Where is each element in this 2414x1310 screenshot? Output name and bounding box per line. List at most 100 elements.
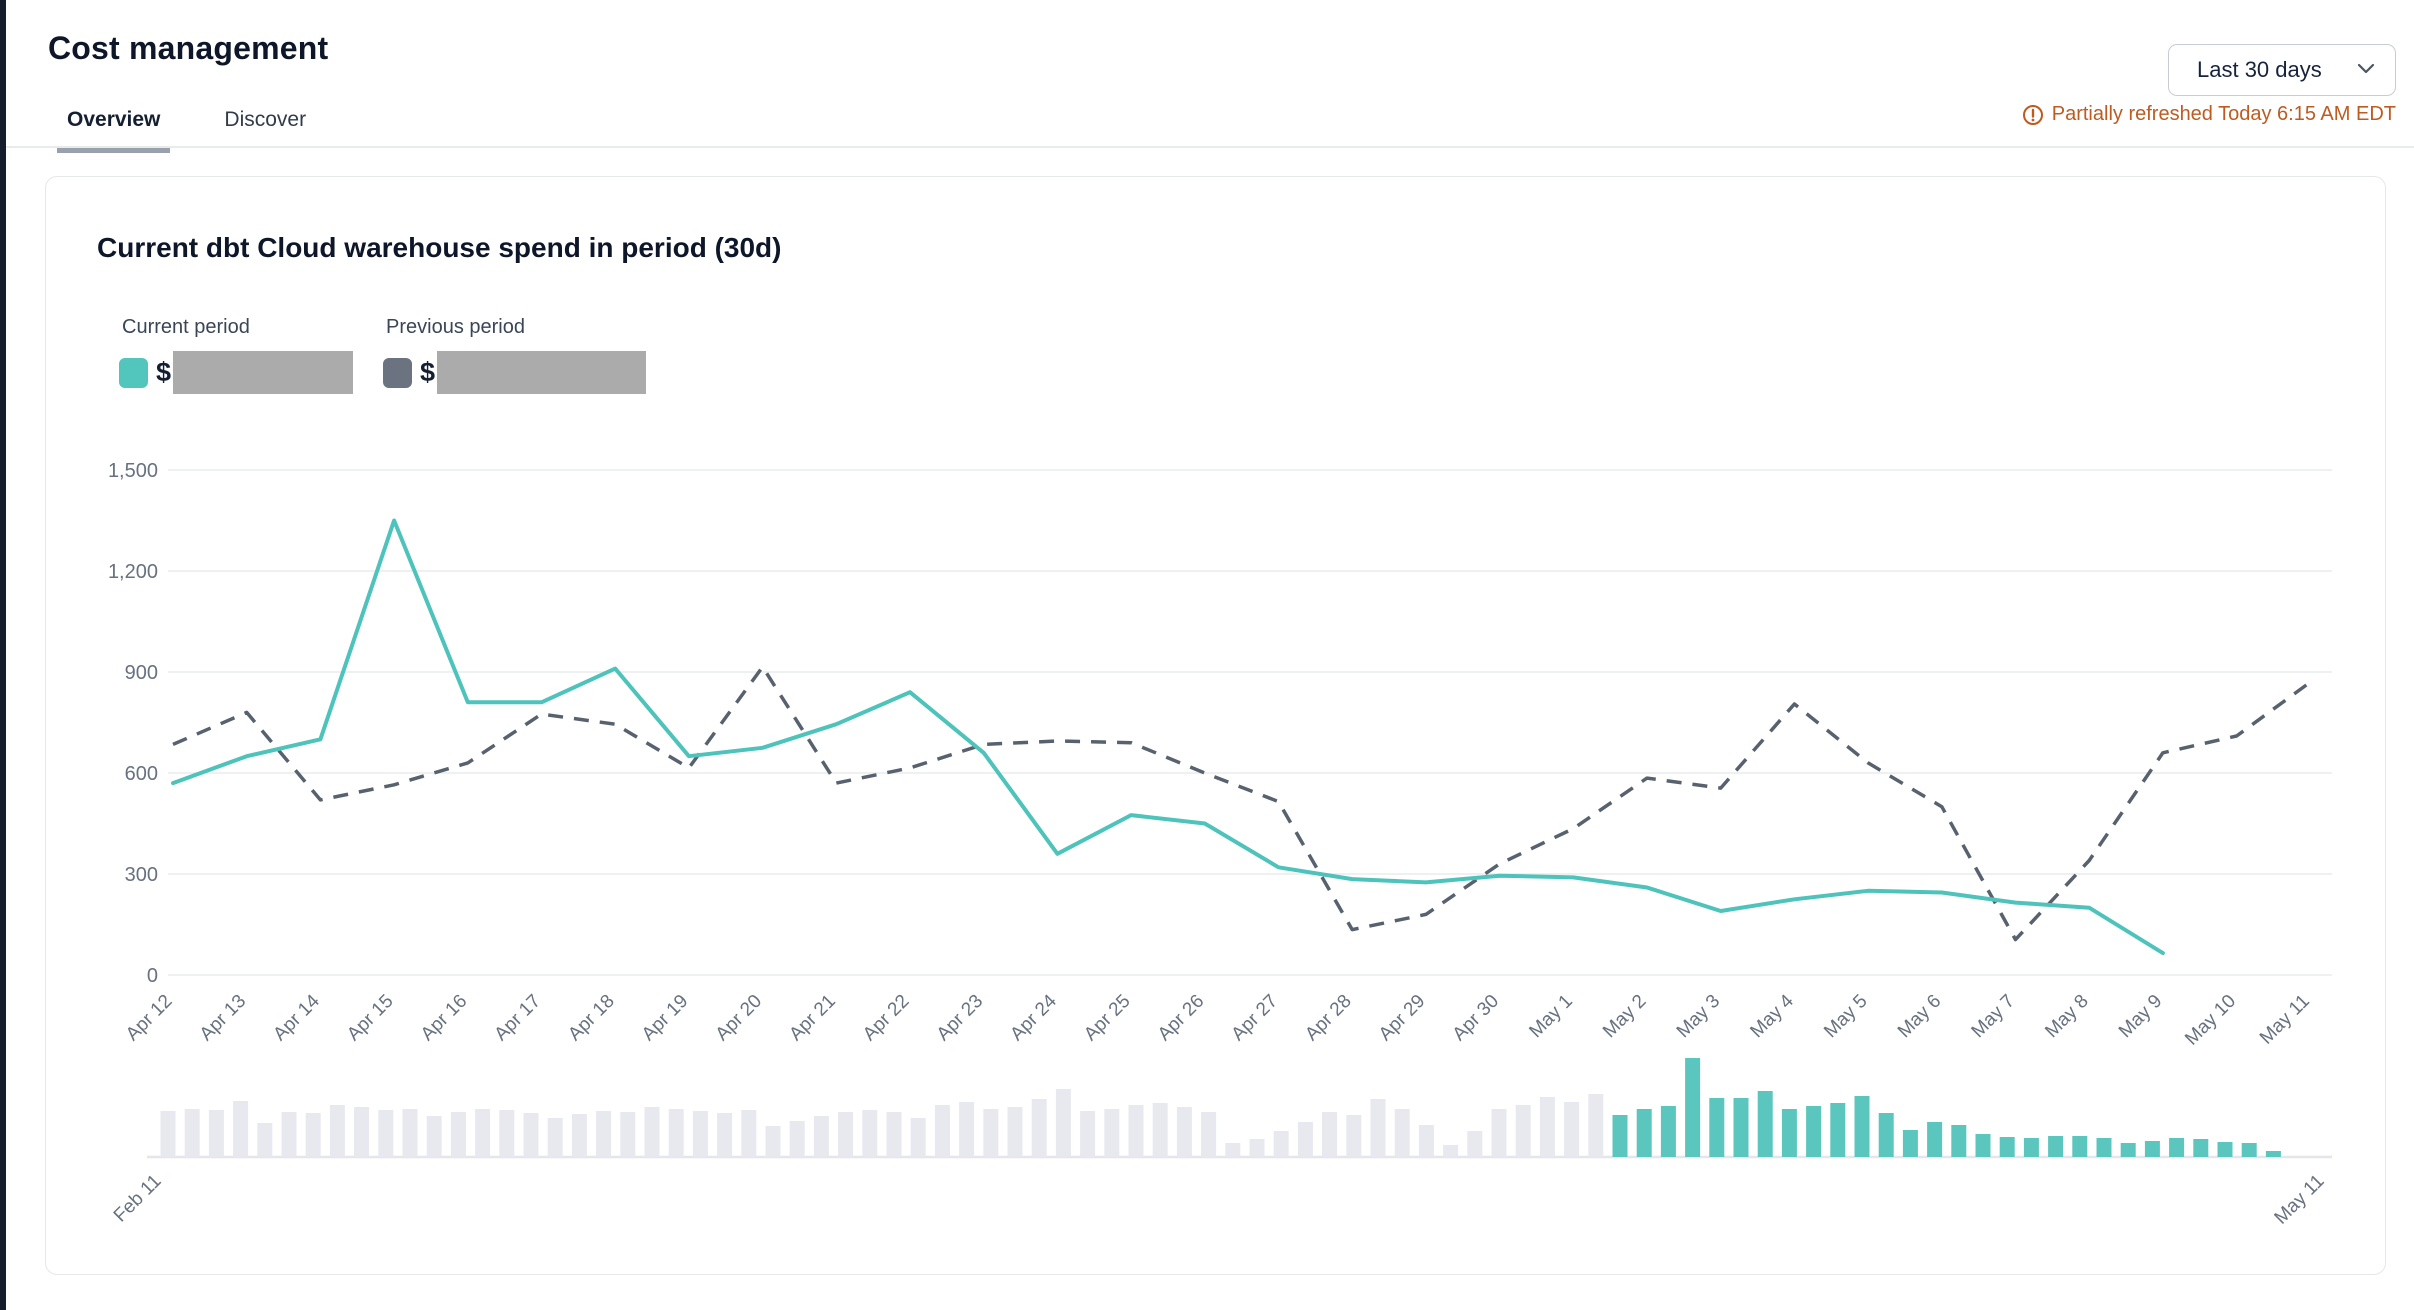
- brush-bar[interactable]: [789, 1121, 805, 1157]
- brush-bar-selected[interactable]: [1830, 1103, 1846, 1157]
- brush-bar[interactable]: [934, 1105, 950, 1157]
- brush-bar[interactable]: [329, 1105, 345, 1157]
- brush-bar-selected[interactable]: [1733, 1098, 1749, 1157]
- brush-bar[interactable]: [1322, 1112, 1338, 1157]
- brush-bar[interactable]: [620, 1112, 636, 1157]
- brush-bar-selected[interactable]: [1612, 1115, 1628, 1157]
- brush-bar[interactable]: [450, 1112, 466, 1157]
- brush-bar[interactable]: [571, 1114, 587, 1157]
- brush-bar[interactable]: [1104, 1109, 1120, 1157]
- brush-bar[interactable]: [475, 1109, 491, 1157]
- page-title: Cost management: [48, 30, 329, 66]
- brush-bar[interactable]: [1007, 1107, 1023, 1157]
- brush-bar-selected[interactable]: [1951, 1125, 1967, 1157]
- refresh-status-text: Partially refreshed Today 6:15 AM EDT: [2051, 103, 2396, 125]
- brush-bar[interactable]: [1152, 1103, 1168, 1157]
- brush-bar[interactable]: [668, 1109, 684, 1157]
- brush-bar[interactable]: [281, 1112, 297, 1157]
- brush-bar-selected[interactable]: [1781, 1109, 1797, 1157]
- brush-bar[interactable]: [1443, 1145, 1459, 1157]
- brush-bar[interactable]: [692, 1111, 708, 1157]
- date-range-dropdown[interactable]: Last 30 days: [2168, 44, 2396, 96]
- brush-bar[interactable]: [378, 1110, 394, 1157]
- brush-bar-selected[interactable]: [2048, 1136, 2064, 1157]
- brush-bar[interactable]: [1297, 1122, 1313, 1157]
- brush-bar[interactable]: [1031, 1099, 1047, 1157]
- brush-bar[interactable]: [184, 1109, 200, 1157]
- brush-bar[interactable]: [1128, 1105, 1144, 1157]
- brush-bar-selected[interactable]: [2072, 1136, 2088, 1157]
- brush-bar-selected[interactable]: [2096, 1138, 2112, 1157]
- brush-bar[interactable]: [1467, 1131, 1483, 1157]
- timeline-brush-chart[interactable]: Feb 11 May 11: [45, 1042, 2390, 1282]
- brush-bar-selected[interactable]: [2265, 1151, 2281, 1157]
- brush-bar[interactable]: [886, 1112, 902, 1157]
- collapsed-sidebar-rail[interactable]: [0, 0, 6, 1310]
- brush-bar[interactable]: [1491, 1109, 1507, 1157]
- brush-bar[interactable]: [305, 1113, 321, 1157]
- brush-bar-selected[interactable]: [2169, 1138, 2185, 1157]
- brush-bar-selected[interactable]: [1854, 1096, 1870, 1157]
- brush-bar[interactable]: [523, 1113, 539, 1157]
- brush-bar[interactable]: [547, 1118, 563, 1157]
- tab-discover[interactable]: Discover: [224, 108, 307, 131]
- brush-bar[interactable]: [1539, 1097, 1555, 1157]
- brush-bar[interactable]: [1176, 1107, 1192, 1157]
- brush-bar[interactable]: [1080, 1111, 1096, 1157]
- brush-bar[interactable]: [257, 1123, 273, 1157]
- brush-bar-selected[interactable]: [1660, 1106, 1676, 1157]
- brush-bar[interactable]: [983, 1109, 999, 1157]
- brush-bar[interactable]: [813, 1116, 829, 1157]
- brush-bar[interactable]: [354, 1107, 370, 1157]
- brush-bar[interactable]: [765, 1126, 781, 1157]
- brush-bar[interactable]: [402, 1109, 418, 1157]
- legend-current-label: Current period: [122, 316, 250, 338]
- brush-bar[interactable]: [1201, 1112, 1217, 1157]
- brush-bar[interactable]: [1273, 1131, 1289, 1157]
- brush-bar-selected[interactable]: [1685, 1058, 1701, 1157]
- brush-start-label: Feb 11: [110, 1171, 166, 1227]
- brush-bar[interactable]: [838, 1112, 854, 1157]
- brush-bar-selected[interactable]: [2241, 1143, 2257, 1157]
- brush-bar-selected[interactable]: [1999, 1137, 2015, 1157]
- brush-bar[interactable]: [959, 1102, 975, 1157]
- brush-bar[interactable]: [1418, 1125, 1434, 1157]
- brush-bar[interactable]: [644, 1107, 660, 1157]
- brush-bar[interactable]: [862, 1110, 878, 1157]
- brush-bar[interactable]: [208, 1110, 224, 1157]
- brush-bar[interactable]: [233, 1101, 249, 1157]
- brush-bar[interactable]: [426, 1116, 442, 1157]
- brush-bar-selected[interactable]: [1878, 1113, 1894, 1157]
- brush-bar-selected[interactable]: [1757, 1091, 1773, 1157]
- brush-bar[interactable]: [1370, 1099, 1386, 1157]
- brush-bar-selected[interactable]: [1975, 1134, 1991, 1157]
- current-period-currency: $: [156, 357, 172, 387]
- brush-bar-selected[interactable]: [2120, 1143, 2136, 1157]
- brush-bar-selected[interactable]: [1636, 1109, 1652, 1157]
- brush-bar-selected[interactable]: [2144, 1141, 2160, 1157]
- brush-bar-selected[interactable]: [1927, 1122, 1943, 1157]
- brush-bar[interactable]: [741, 1110, 757, 1157]
- brush-bar[interactable]: [1346, 1115, 1362, 1157]
- brush-bar[interactable]: [1515, 1105, 1531, 1157]
- brush-bar[interactable]: [1249, 1139, 1265, 1157]
- tab-overview[interactable]: Overview: [57, 100, 171, 153]
- brush-bar-selected[interactable]: [1902, 1130, 1918, 1157]
- brush-bar[interactable]: [499, 1110, 515, 1157]
- brush-bar[interactable]: [717, 1113, 733, 1157]
- brush-bar[interactable]: [1564, 1102, 1580, 1157]
- brush-bar[interactable]: [1055, 1089, 1071, 1157]
- brush-bar[interactable]: [1225, 1143, 1241, 1157]
- previous-period-currency: $: [420, 357, 436, 387]
- brush-bar[interactable]: [1394, 1109, 1410, 1157]
- brush-bar-selected[interactable]: [2193, 1139, 2209, 1157]
- brush-bar-selected[interactable]: [2217, 1142, 2233, 1157]
- brush-bar[interactable]: [1588, 1094, 1604, 1157]
- brush-bar[interactable]: [910, 1118, 926, 1157]
- brush-bar-selected[interactable]: [2023, 1138, 2039, 1157]
- brush-bar[interactable]: [596, 1111, 612, 1157]
- brush-bar-selected[interactable]: [1709, 1098, 1725, 1157]
- brush-bar[interactable]: [160, 1111, 176, 1157]
- brush-bar-selected[interactable]: [1806, 1106, 1822, 1157]
